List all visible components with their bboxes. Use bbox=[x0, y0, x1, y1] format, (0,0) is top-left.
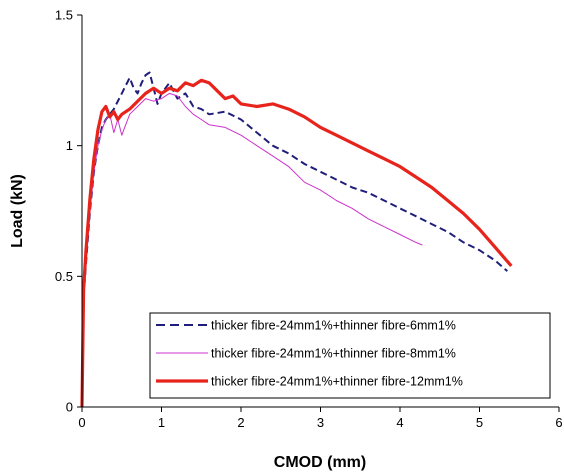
legend-box bbox=[149, 312, 551, 399]
series-line-2 bbox=[81, 92, 423, 408]
x-tick-label: 6 bbox=[555, 415, 562, 430]
y-tick-label: 1 bbox=[66, 138, 73, 153]
y-tick-label: 0 bbox=[66, 400, 73, 415]
x-tick-label: 4 bbox=[396, 415, 403, 430]
y-axis-title: Load (kN) bbox=[9, 174, 26, 248]
legend-items: thicker fibre-24mm1%+thinner fibre-6mm1%… bbox=[156, 319, 463, 389]
legend-label-1: thicker fibre-24mm1%+thinner fibre-6mm1% bbox=[211, 319, 456, 333]
series-line-3 bbox=[80, 78, 513, 408]
x-tick-label: 1 bbox=[158, 415, 165, 430]
x-axis-title: CMOD (mm) bbox=[274, 454, 366, 471]
y-tick-label: 1.5 bbox=[55, 8, 73, 23]
ticks-layer: 0 1 2 3 4 5 6 0 0.5 1 1.5 bbox=[55, 8, 563, 431]
series-layer bbox=[80, 71, 513, 408]
x-tick-label: 2 bbox=[237, 415, 244, 430]
legend-label-2: thicker fibre-24mm1%+thinner fibre-8mm1% bbox=[211, 347, 456, 361]
y-tick-label: 0.5 bbox=[55, 269, 73, 284]
x-tick-label: 3 bbox=[317, 415, 324, 430]
legend-label-3: thicker fibre-24mm1%+thinner fibre-12mm1… bbox=[211, 375, 463, 389]
x-tick-label: 0 bbox=[78, 415, 85, 430]
x-tick-label: 5 bbox=[476, 415, 483, 430]
legend: thicker fibre-24mm1%+thinner fibre-6mm1%… bbox=[149, 312, 551, 399]
